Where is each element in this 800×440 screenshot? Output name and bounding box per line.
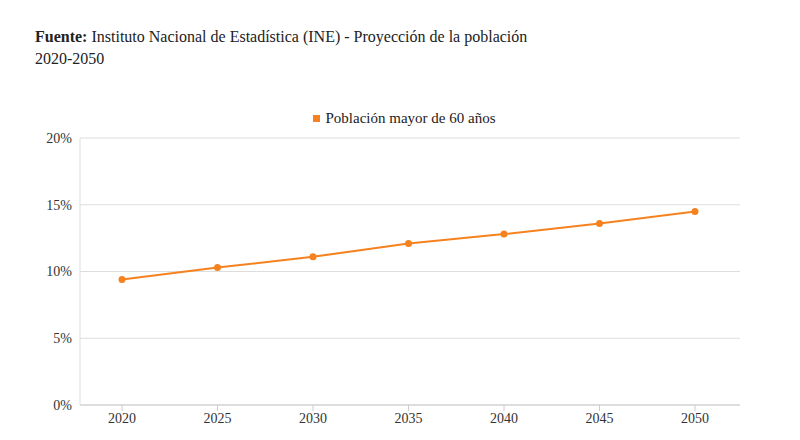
svg-text:2040: 2040 <box>490 411 518 426</box>
svg-text:0%: 0% <box>53 398 72 413</box>
svg-text:2035: 2035 <box>395 411 423 426</box>
svg-text:2030: 2030 <box>299 411 327 426</box>
html-text:Fuente: Instituto Nacional de: Fuente: Instituto Nacional de Estadístic… <box>35 28 528 45</box>
svg-text:2020: 2020 <box>108 411 136 426</box>
html-text:Población mayor de 60 años: Población mayor de 60 años <box>325 110 496 126</box>
svg-text:10%: 10% <box>46 264 72 279</box>
html-text:2020-2050: 2020-2050 <box>35 50 105 67</box>
svg-text:5%: 5% <box>53 331 72 346</box>
svg-text:2050: 2050 <box>681 411 709 426</box>
svg-text:2045: 2045 <box>586 411 614 426</box>
svg-text:20%: 20% <box>46 131 72 146</box>
svg-text:2025: 2025 <box>204 411 232 426</box>
svg-text:15%: 15% <box>46 198 72 213</box>
